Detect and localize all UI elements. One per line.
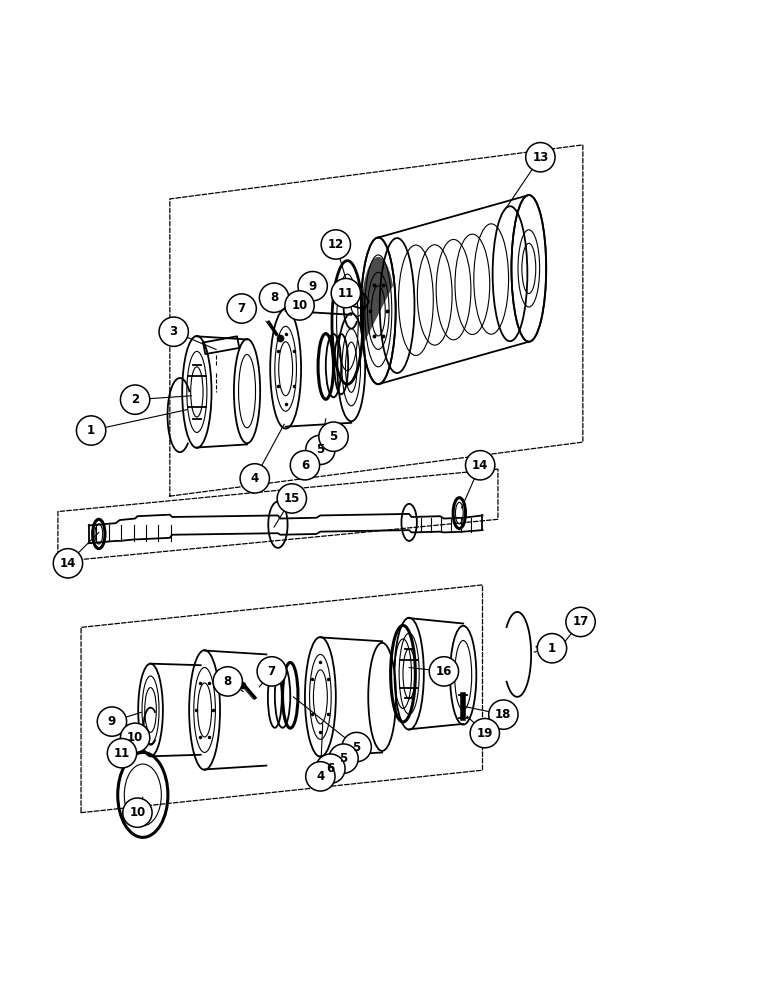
Circle shape — [285, 291, 314, 320]
Circle shape — [342, 732, 371, 762]
Text: 8: 8 — [270, 291, 278, 304]
Text: 11: 11 — [337, 287, 354, 300]
Text: 4: 4 — [317, 770, 324, 783]
Circle shape — [321, 230, 350, 259]
Text: 5: 5 — [330, 430, 337, 443]
Circle shape — [306, 762, 335, 791]
Text: 9: 9 — [108, 715, 116, 728]
Text: 6: 6 — [301, 459, 309, 472]
Circle shape — [331, 278, 361, 308]
Text: 8: 8 — [224, 675, 232, 688]
Text: 2: 2 — [131, 393, 139, 406]
Text: 14: 14 — [472, 459, 489, 472]
Text: 5: 5 — [317, 443, 324, 456]
Circle shape — [240, 464, 269, 493]
Circle shape — [306, 435, 335, 464]
Text: 5: 5 — [340, 752, 347, 765]
Circle shape — [489, 700, 518, 729]
Text: 7: 7 — [268, 665, 276, 678]
Circle shape — [120, 723, 150, 752]
Circle shape — [537, 634, 567, 663]
Circle shape — [159, 317, 188, 346]
Circle shape — [120, 385, 150, 414]
Circle shape — [76, 416, 106, 445]
Circle shape — [227, 294, 256, 323]
Circle shape — [429, 657, 459, 686]
Circle shape — [97, 707, 127, 736]
Text: 6: 6 — [327, 762, 334, 775]
Text: 13: 13 — [532, 151, 549, 164]
Circle shape — [316, 754, 345, 783]
Text: 17: 17 — [572, 615, 589, 628]
Circle shape — [566, 607, 595, 637]
Text: 10: 10 — [127, 731, 144, 744]
Circle shape — [277, 484, 306, 513]
Circle shape — [526, 143, 555, 172]
Text: 10: 10 — [291, 299, 308, 312]
Text: 18: 18 — [495, 708, 512, 721]
Text: 11: 11 — [113, 747, 130, 760]
Text: 4: 4 — [251, 472, 259, 485]
Text: 9: 9 — [309, 280, 317, 293]
Text: 7: 7 — [238, 302, 245, 315]
Text: 15: 15 — [283, 492, 300, 505]
Text: 3: 3 — [170, 325, 178, 338]
Circle shape — [53, 549, 83, 578]
Text: 16: 16 — [435, 665, 452, 678]
Circle shape — [466, 451, 495, 480]
Text: 19: 19 — [476, 727, 493, 740]
Circle shape — [470, 718, 499, 748]
Text: 12: 12 — [327, 238, 344, 251]
Circle shape — [298, 271, 327, 301]
Text: 10: 10 — [129, 806, 146, 819]
Circle shape — [107, 739, 137, 768]
PathPatch shape — [361, 257, 393, 344]
Circle shape — [319, 422, 348, 451]
Text: 1: 1 — [87, 424, 95, 437]
Circle shape — [123, 798, 152, 827]
Circle shape — [329, 744, 358, 773]
Circle shape — [213, 667, 242, 696]
Text: 1: 1 — [548, 642, 556, 655]
Circle shape — [290, 451, 320, 480]
Circle shape — [259, 283, 289, 312]
Text: 14: 14 — [59, 557, 76, 570]
Circle shape — [257, 657, 286, 686]
Text: 5: 5 — [353, 741, 361, 754]
